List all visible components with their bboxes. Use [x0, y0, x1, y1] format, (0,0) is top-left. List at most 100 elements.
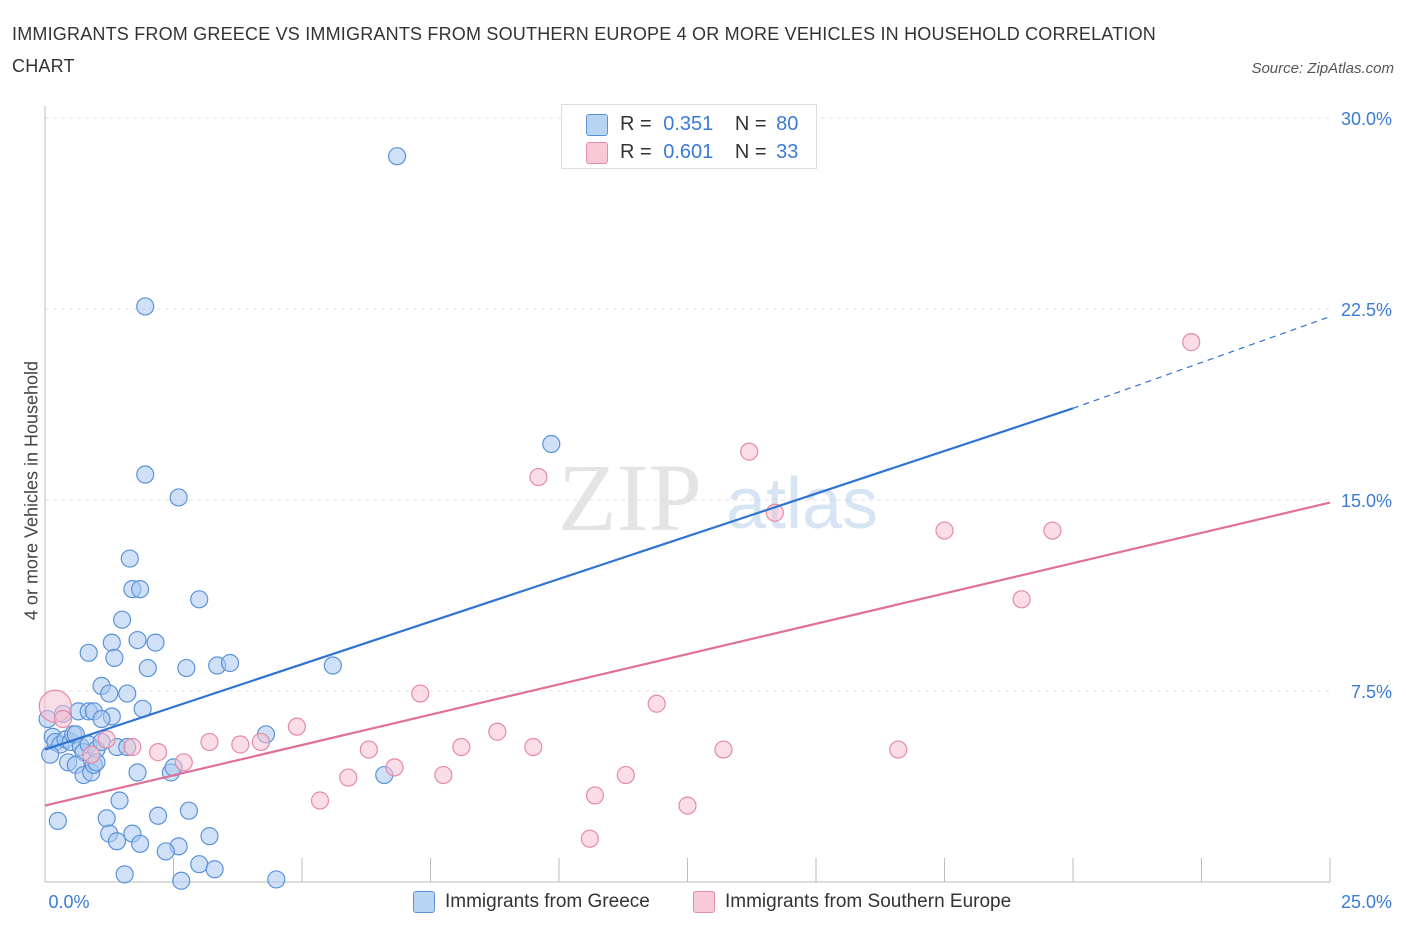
data-point-southern-europe — [585, 786, 605, 805]
data-point-southern-europe — [339, 768, 358, 787]
data-point-greece — [130, 580, 150, 599]
data-point-southern-europe — [148, 743, 168, 762]
y-axis-label: 4 or more Vehicles in Household — [21, 360, 42, 621]
bottom-legend-label-greece: Immigrants from Greece — [445, 891, 650, 912]
axes — [44, 106, 1331, 883]
data-point-greece — [128, 763, 147, 782]
data-point-greece — [112, 610, 132, 629]
watermark: ZIP atlas — [558, 444, 878, 551]
data-point-southern-europe — [935, 521, 954, 540]
data-point-greece — [97, 809, 116, 828]
data-point-southern-europe — [82, 745, 101, 764]
watermark-zip: ZIP — [558, 444, 702, 551]
data-point-greece — [92, 709, 111, 729]
data-point-greece — [146, 633, 165, 652]
data-point-greece — [48, 811, 67, 830]
data-point-greece — [179, 801, 199, 820]
legend-n-value-southern-europe: 33 — [776, 141, 799, 163]
y-tick-label: 15.0% — [1341, 491, 1392, 511]
data-point-greece — [148, 806, 168, 825]
legend-n-label: N = — [734, 113, 767, 135]
y-tick-label: 30.0% — [1341, 109, 1392, 129]
data-point-southern-europe — [310, 791, 330, 810]
data-point-southern-europe — [53, 709, 73, 729]
bottom-legend-label-southern-europe: Immigrants from Southern Europe — [725, 891, 1012, 912]
data-point-greece — [156, 842, 175, 861]
legend-n-value-greece: 80 — [776, 113, 799, 135]
data-point-southern-europe — [411, 684, 430, 703]
data-point-southern-europe — [452, 737, 471, 757]
data-point-greece — [190, 855, 209, 874]
legend-r-label: R = — [620, 113, 652, 135]
legend-swatch-blue — [586, 114, 608, 136]
x-tick-label: 0.0% — [48, 892, 89, 912]
data-point-southern-europe — [524, 737, 543, 757]
tick-labels: 7.5% 15.0% 22.5% 30.0% 0.0% 25.0% — [48, 109, 1392, 912]
data-point-greece — [115, 865, 134, 884]
data-point-greece — [120, 549, 139, 568]
data-point-southern-europe — [359, 740, 378, 759]
watermark-atlas: atlas — [726, 464, 878, 544]
data-point-greece — [102, 633, 121, 652]
data-point-southern-europe — [287, 717, 306, 736]
data-point-greece — [205, 860, 224, 879]
data-point-southern-europe — [97, 730, 116, 749]
data-point-southern-europe — [678, 796, 697, 815]
data-point-southern-europe — [251, 732, 270, 752]
data-point-southern-europe — [616, 765, 635, 785]
data-point-southern-europe — [1182, 333, 1201, 352]
data-point-greece — [107, 832, 127, 851]
legend-r-value-southern-europe: 0.601 — [663, 141, 714, 163]
data-point-greece — [323, 656, 342, 675]
gridlines — [45, 117, 1330, 692]
data-point-southern-europe — [889, 740, 908, 759]
data-point-southern-europe — [1043, 521, 1062, 540]
data-point-southern-europe — [123, 737, 142, 757]
x-tick-label: 25.0% — [1341, 892, 1392, 912]
data-point-greece — [200, 827, 219, 846]
bottom-legend-swatch-pink — [693, 891, 715, 913]
legend-r-label: R = — [620, 141, 652, 163]
data-point-greece — [118, 684, 137, 703]
series-southern-europe-points — [38, 333, 1201, 848]
data-point-greece — [128, 630, 147, 650]
data-point-greece — [105, 648, 124, 667]
correlation-legend: R = 0.351 N = 80 R = 0.601 N = 33 — [561, 104, 817, 169]
data-point-greece — [169, 488, 188, 507]
data-point-southern-europe — [488, 722, 507, 741]
data-point-greece — [100, 684, 119, 703]
data-point-greece — [177, 658, 196, 678]
data-point-southern-europe — [529, 467, 548, 487]
data-point-greece — [190, 590, 209, 609]
data-point-southern-europe — [231, 735, 250, 754]
data-point-greece — [130, 834, 150, 853]
data-point-southern-europe — [385, 758, 404, 777]
data-point-greece — [79, 643, 98, 662]
y-tick-label: 22.5% — [1341, 300, 1392, 320]
data-point-southern-europe — [714, 740, 733, 759]
data-point-greece — [110, 791, 129, 810]
trend-line-southern-europe — [44, 501, 1331, 807]
data-point-greece — [542, 434, 561, 454]
data-point-greece — [138, 658, 157, 678]
trend-lines — [44, 316, 1331, 807]
data-point-southern-europe — [740, 442, 759, 461]
trend-line-greece — [44, 407, 1074, 751]
data-point-southern-europe — [580, 829, 599, 848]
data-point-southern-europe — [1012, 590, 1031, 609]
data-point-greece — [136, 297, 155, 316]
data-point-southern-europe — [174, 753, 193, 772]
legend-r-value-greece: 0.351 — [663, 113, 714, 135]
data-point-greece — [387, 147, 407, 166]
data-point-greece — [136, 465, 155, 484]
data-point-southern-europe — [434, 765, 453, 785]
data-point-southern-europe — [647, 694, 666, 713]
data-point-greece — [220, 653, 240, 673]
y-tick-label: 7.5% — [1351, 682, 1392, 702]
data-point-greece — [172, 871, 191, 890]
series-greece-points — [38, 147, 561, 890]
legend-n-label: N = — [734, 141, 767, 163]
bottom-legend-swatch-blue — [413, 891, 435, 913]
legend-swatch-pink — [586, 142, 608, 164]
